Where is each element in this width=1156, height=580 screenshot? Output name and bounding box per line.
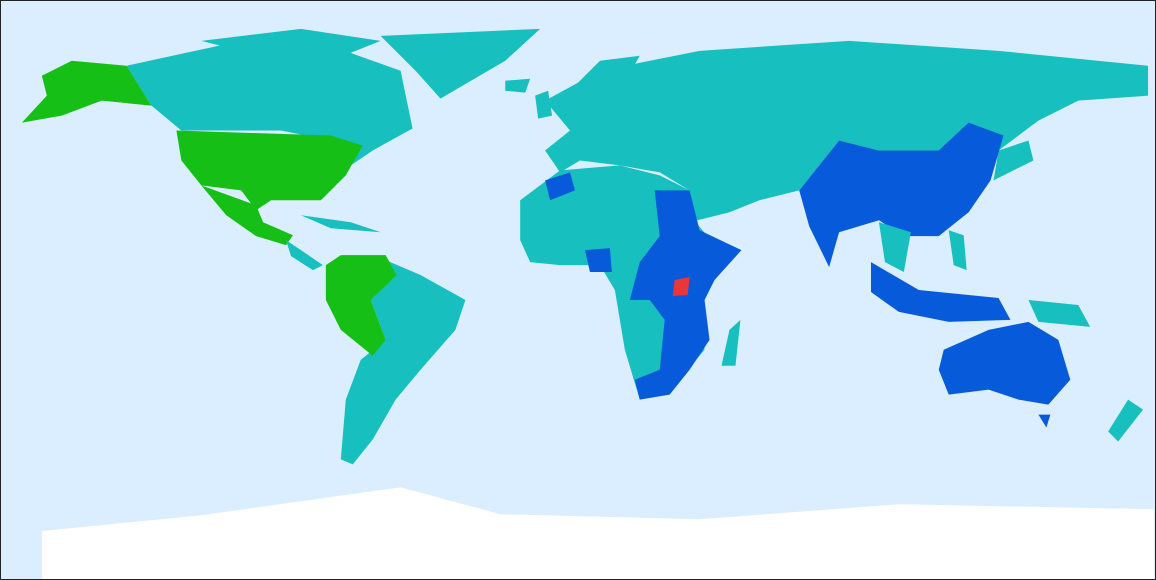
region-madagascar: [721, 319, 741, 366]
region-northwest-south-america: [325, 255, 397, 356]
region-japan: [993, 140, 1034, 181]
region-alaska: [21, 60, 152, 123]
region-australia: [938, 321, 1071, 405]
region-new-zealand: [1108, 399, 1144, 442]
region-mexico: [201, 185, 293, 246]
region-scandinavia: [560, 55, 640, 116]
region-southeast-asia: [878, 222, 911, 273]
region-canada: [126, 40, 413, 166]
region-papua: [1028, 299, 1091, 327]
region-morocco: [545, 172, 576, 201]
region-indonesia: [870, 262, 1011, 322]
region-britain: [535, 90, 553, 119]
region-iceland: [505, 78, 531, 93]
region-antarctica: [41, 487, 1155, 579]
region-usa: [176, 130, 363, 211]
region-caribbean: [300, 215, 381, 233]
region-nigeria: [584, 248, 612, 273]
region-eurasia: [545, 40, 1149, 223]
region-arctic-islands: [201, 28, 381, 61]
region-tasmania: [1038, 414, 1051, 428]
region-philippines: [948, 230, 967, 271]
region-uganda: [672, 277, 690, 296]
region-greenland: [380, 28, 541, 99]
region-central-america: [286, 240, 323, 271]
region-china-india: [799, 122, 1004, 268]
region-south-america: [340, 260, 466, 465]
